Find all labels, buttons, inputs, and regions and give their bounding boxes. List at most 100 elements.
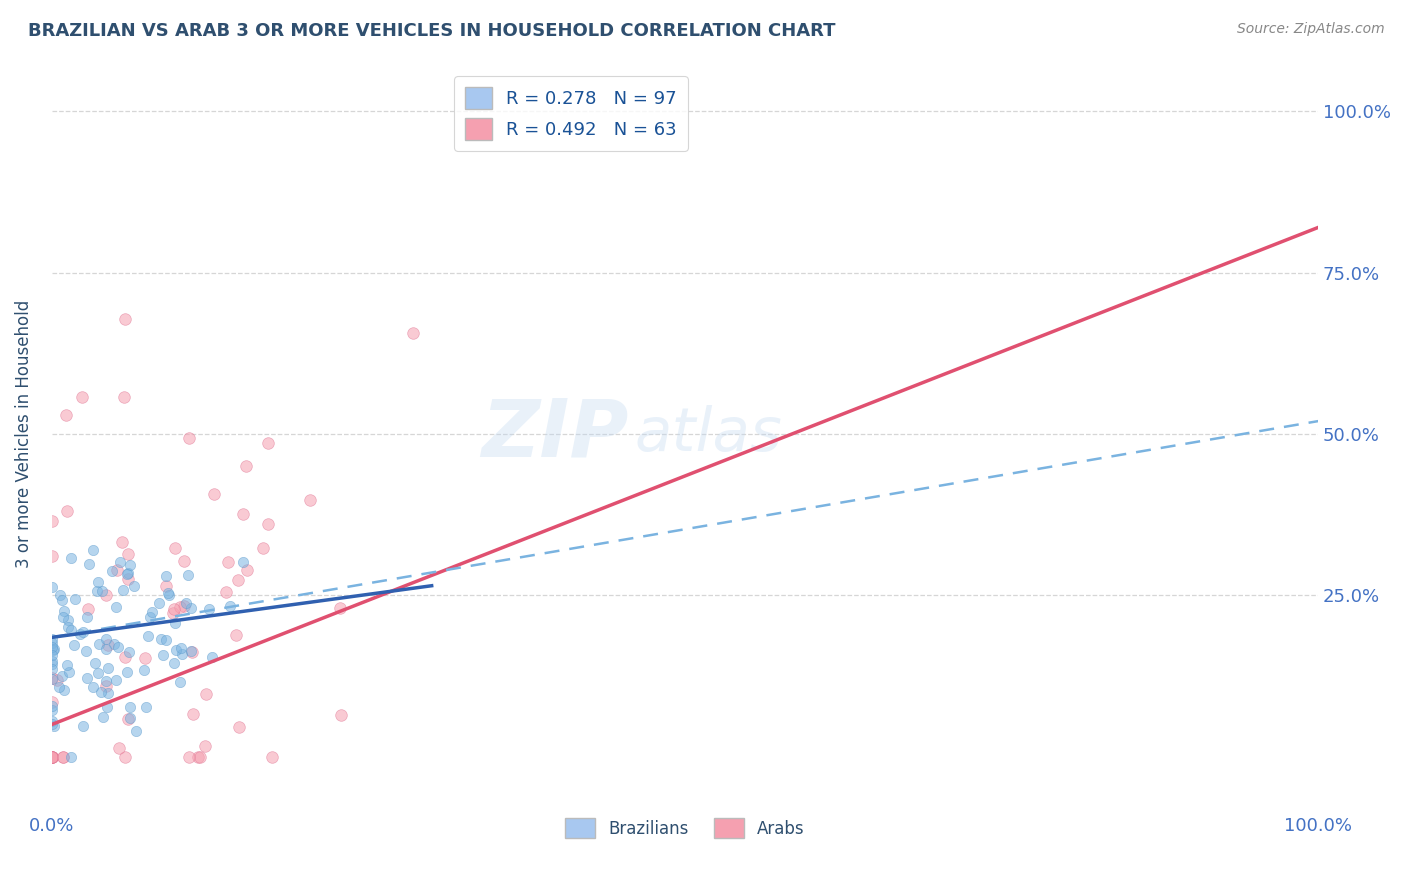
Point [77,602,100,616]
Point [96,679,118,693]
Point [148,596,170,610]
Point [163,616,186,631]
Point [135,700,157,714]
Point [173,599,195,613]
Point [114,312,136,326]
Point [262,749,284,764]
Point [72,719,94,733]
Point [105,673,128,688]
Point [96,674,118,689]
Point [76,610,98,624]
Point [132,663,155,677]
Point [96,686,118,700]
Point [114,749,136,764]
Point [42,719,65,733]
Point [105,600,128,615]
Point [96,699,118,714]
Point [330,708,353,723]
Point [162,656,184,670]
Point [139,610,162,624]
Point [187,749,209,764]
Text: ZIP: ZIP [481,395,628,473]
Point [59,623,82,637]
Point [111,535,134,549]
Point [82,681,104,695]
Point [103,637,125,651]
Point [235,459,257,474]
Point [163,602,186,616]
Point [101,564,124,578]
Point [329,601,352,615]
Point [42,643,65,657]
Point [72,624,94,639]
Point [155,633,177,648]
Point [97,661,120,675]
Point [169,600,191,615]
Point [298,493,321,508]
Point [152,648,174,662]
Point [41,514,63,528]
Point [252,541,274,556]
Point [228,720,250,734]
Point [174,596,197,610]
Point [219,599,242,613]
Text: Source: ZipAtlas.com: Source: ZipAtlas.com [1237,22,1385,37]
Point [56,658,79,673]
Point [155,569,177,583]
Point [177,749,200,764]
Point [180,601,202,615]
Point [41,654,63,668]
Point [49,588,72,602]
Point [52,749,75,764]
Point [188,749,211,764]
Point [107,640,129,654]
Point [195,687,218,701]
Point [114,650,136,665]
Point [41,632,63,647]
Point [75,643,97,657]
Point [117,712,139,726]
Point [150,632,173,647]
Point [112,583,135,598]
Point [155,579,177,593]
Point [108,740,131,755]
Point [41,636,63,650]
Point [91,710,114,724]
Point [117,566,139,581]
Point [217,555,239,569]
Point [41,717,63,731]
Point [90,685,112,699]
Point [108,555,131,569]
Point [51,669,73,683]
Text: atlas: atlas [634,404,782,464]
Y-axis label: 3 or more Vehicles in Household: 3 or more Vehicles in Household [15,300,32,568]
Point [41,749,63,764]
Point [42,642,65,657]
Point [41,714,63,729]
Point [177,431,200,445]
Point [169,674,191,689]
Point [63,591,86,606]
Point [63,638,86,652]
Point [41,749,63,764]
Point [41,699,63,714]
Point [41,662,63,676]
Point [136,629,159,643]
Point [48,680,70,694]
Point [232,507,254,521]
Point [402,326,425,340]
Point [181,706,204,721]
Text: BRAZILIAN VS ARAB 3 OR MORE VEHICLES IN HOUSEHOLD CORRELATION CHART: BRAZILIAN VS ARAB 3 OR MORE VEHICLES IN … [28,22,835,40]
Point [69,627,91,641]
Point [125,723,148,738]
Point [90,583,112,598]
Point [41,749,63,764]
Point [83,656,105,670]
Point [157,588,180,602]
Point [169,640,191,655]
Point [134,650,156,665]
Point [94,632,117,646]
Point [45,673,67,687]
Point [55,408,77,422]
Point [56,620,79,634]
